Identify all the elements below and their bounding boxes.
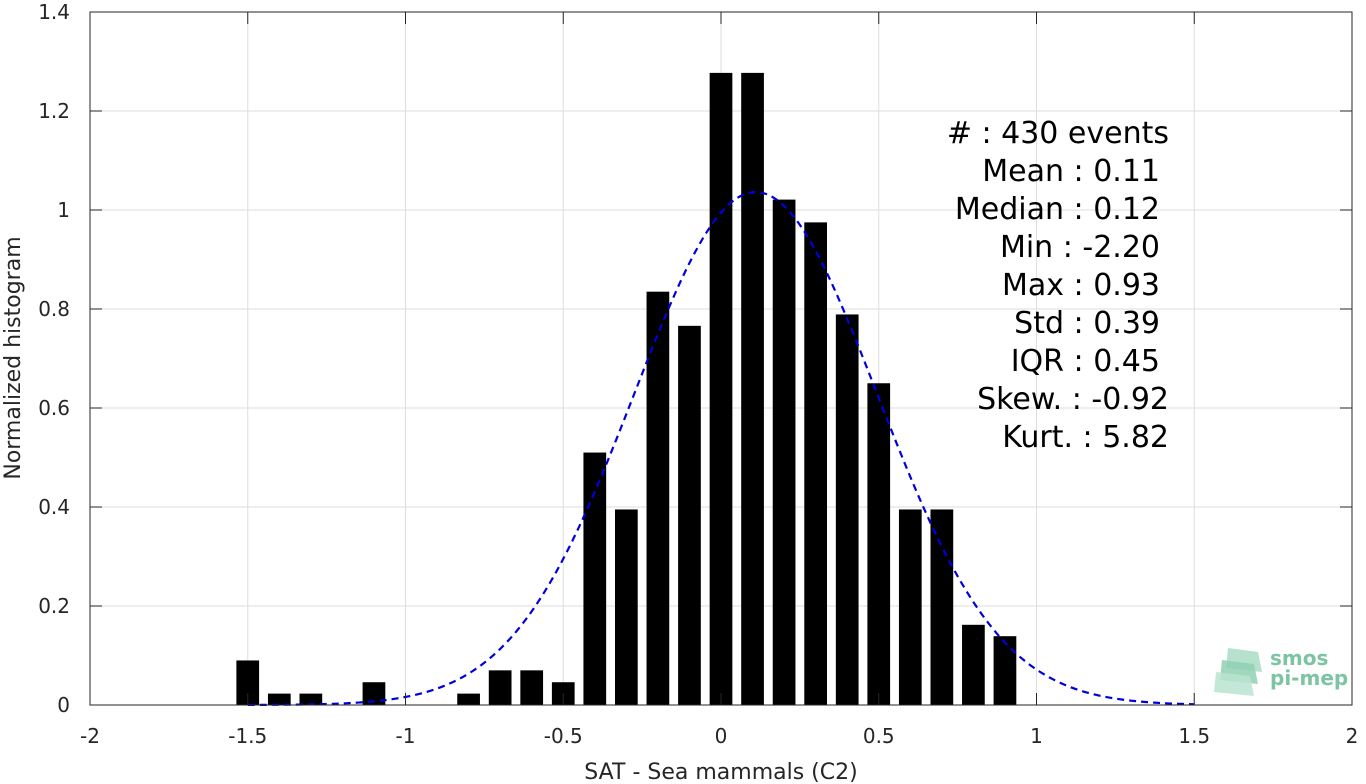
histogram-bar	[457, 693, 480, 705]
logo-layers-icon	[1214, 648, 1262, 696]
histogram-bar	[741, 72, 764, 705]
x-tick-label: -0.5	[544, 724, 583, 748]
histogram-bar	[835, 314, 859, 705]
stat-skew: Skew. : -0.92	[977, 382, 1169, 417]
histogram-bar	[614, 509, 638, 705]
histogram-bar	[583, 452, 607, 705]
histogram-bar	[299, 693, 323, 705]
y-axis-label: Normalized histogram	[1, 236, 26, 479]
histogram-bar	[993, 636, 1017, 705]
stat-min: Min : -2.20	[1000, 230, 1160, 265]
histogram-bar	[709, 72, 733, 705]
x-tick-label: -2	[80, 724, 100, 748]
x-tick-label: -1	[396, 724, 416, 748]
histogram-bar	[520, 670, 544, 705]
logo-pimep-text: pi-mep	[1270, 666, 1348, 690]
axis-ticks	[89, 11, 1353, 706]
y-tick-label: 0.2	[38, 594, 70, 618]
stat-median: Median : 0.12	[955, 192, 1160, 227]
logo-smos-text: smos	[1270, 646, 1328, 670]
histogram-bar	[646, 291, 670, 705]
smos-pimep-logo: smos pi-mep	[1214, 646, 1348, 696]
histogram-bar	[772, 199, 796, 706]
y-tick-label: 0.4	[38, 495, 70, 519]
stat-std: Std : 0.39	[1014, 306, 1160, 341]
histogram-bar	[898, 509, 922, 705]
y-tick-label: 0	[57, 693, 70, 717]
y-tick-label: 1.4	[38, 0, 70, 24]
y-tick-label: 0.6	[38, 396, 70, 420]
x-tick-label: 2	[1346, 724, 1359, 748]
y-tick-labels: 0 0.2 0.4 0.6 0.8 1 1.2 1.4	[38, 0, 70, 717]
y-tick-label: 1	[57, 198, 70, 222]
y-tick-label: 0.8	[38, 297, 70, 321]
histogram-bar	[362, 682, 386, 705]
histogram-bars	[236, 72, 1017, 706]
x-tick-labels: -2 -1.5 -1 -0.5 0 0.5 1 1.5 2	[80, 724, 1358, 748]
histogram-bar	[962, 624, 985, 705]
stat-iqr: IQR : 0.45	[1011, 344, 1160, 379]
x-tick-label: 0.5	[863, 724, 895, 748]
x-tick-label: 1	[1030, 724, 1043, 748]
histogram-bar	[804, 222, 828, 705]
histogram-bar	[236, 660, 260, 705]
stat-kurt: Kurt. : 5.82	[1002, 420, 1169, 455]
y-tick-label: 1.2	[38, 99, 70, 123]
histogram-bar	[867, 383, 891, 705]
histogram-bar	[267, 693, 291, 705]
stat-max: Max : 0.93	[1002, 268, 1160, 303]
histogram-bar	[488, 670, 512, 705]
x-tick-label: 0	[715, 724, 728, 748]
histogram-bar	[930, 509, 954, 705]
stat-mean: Mean : 0.11	[982, 154, 1160, 189]
stats-box: # : 430 events Mean : 0.11 Median : 0.12…	[947, 116, 1169, 455]
x-tick-label: -1.5	[228, 724, 267, 748]
histogram-bar	[678, 325, 701, 705]
x-axis-label: SAT - Sea mammals (C2)	[584, 760, 857, 784]
stat-count: # : 430 events	[947, 116, 1169, 151]
x-tick-label: 1.5	[1178, 724, 1210, 748]
